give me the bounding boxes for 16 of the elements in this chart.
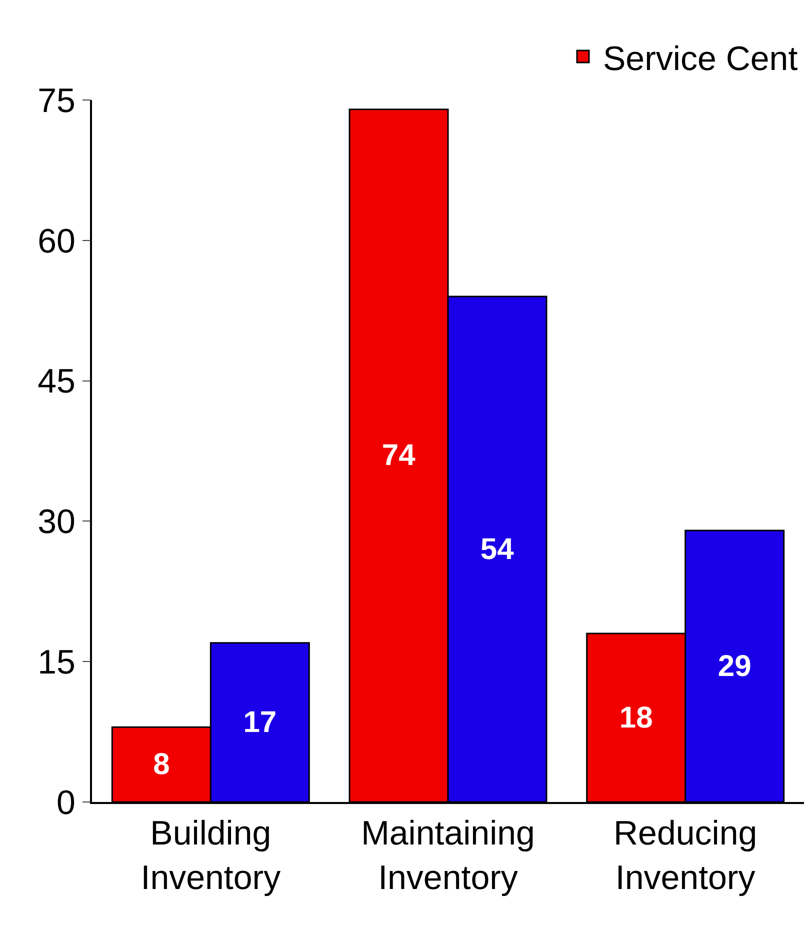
y-tick-label: 0 — [56, 784, 76, 822]
x-tick-label: Building Inventory — [140, 814, 281, 897]
data-label: 74 — [382, 439, 416, 472]
data-label: 17 — [243, 706, 277, 739]
y-tick-label: 60 — [38, 222, 76, 260]
y-tick-label: 15 — [38, 644, 76, 682]
data-label: 29 — [718, 650, 752, 683]
x-tick-label: Reducing Inventory — [614, 814, 758, 897]
data-label: 18 — [619, 701, 653, 734]
y-tick-label: 30 — [38, 503, 76, 542]
x-tick-label: Maintaining Inventory — [361, 814, 535, 897]
y-tick-label: 45 — [38, 362, 76, 401]
y-tick-label: 75 — [38, 82, 76, 120]
data-label: 8 — [153, 748, 170, 782]
data-label: 54 — [480, 532, 514, 566]
legend-label: Service Cent — [603, 40, 798, 78]
